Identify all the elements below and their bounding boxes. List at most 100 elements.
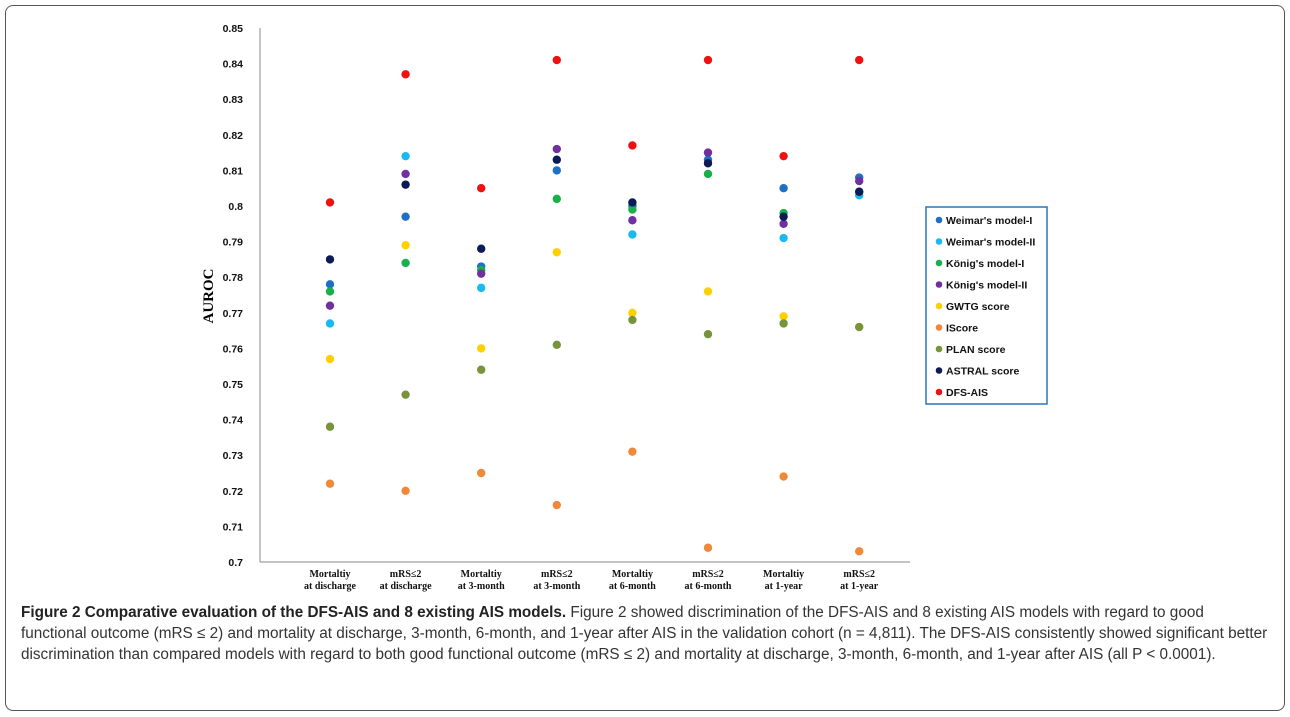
data-point — [628, 198, 637, 207]
legend-label: König's model-II — [946, 280, 1027, 292]
x-category-label: mRS≤2 — [692, 569, 724, 580]
caption-body: Figure 2 showed discrimination of the DF… — [21, 604, 1268, 663]
data-point — [401, 180, 410, 189]
data-point — [855, 187, 864, 196]
data-point — [477, 365, 486, 374]
legend-marker — [935, 388, 943, 396]
y-tick-label: 0.75 — [223, 379, 244, 391]
data-point — [855, 176, 864, 186]
y-tick-label: 0.85 — [223, 23, 244, 35]
data-point — [779, 212, 788, 221]
legend-marker — [935, 259, 943, 267]
data-point — [325, 280, 335, 289]
legend-marker — [935, 238, 943, 245]
y-axis-title: AUROC — [201, 269, 217, 324]
data-point — [401, 258, 410, 268]
data-point — [703, 329, 713, 339]
data-point — [477, 269, 486, 278]
data-point — [552, 55, 561, 65]
x-category-label: mRS≤2 — [843, 569, 875, 580]
data-point — [325, 255, 335, 264]
legend-box — [925, 206, 1048, 405]
legend-marker — [935, 345, 943, 353]
x-category-label: at discharge — [304, 581, 357, 592]
x-category-label: at 3-month — [533, 581, 580, 592]
y-tick-label: 0.73 — [223, 450, 244, 462]
x-category-label: at 6-month — [685, 581, 732, 592]
data-point — [325, 422, 335, 431]
legend-label: Weimar's model-I — [946, 215, 1032, 227]
y-tick-group: 0.7 0.71 0.72 0.73 0.74 0.75 0.76 0.77 0.78 0.79 0… — [223, 23, 244, 569]
data-point — [703, 287, 713, 296]
data-point — [401, 169, 410, 179]
data-point — [477, 344, 486, 353]
data-point — [779, 319, 788, 328]
data-point — [779, 312, 788, 321]
y-tick-label: 0.78 — [223, 272, 244, 284]
figure-caption: Figure 2 Comparative evaluation of the D… — [21, 602, 1271, 665]
y-tick-label: 0.77 — [223, 308, 244, 320]
legend-label: König's model-I — [946, 258, 1024, 270]
x-category-label: at 3-month — [458, 581, 505, 592]
y-tick-label: 0.76 — [223, 343, 244, 355]
y-tick-label: 0.72 — [223, 486, 244, 498]
data-point — [401, 151, 410, 161]
x-category-label: Mortaltiy — [461, 569, 502, 580]
data-point — [325, 354, 335, 364]
data-point — [401, 240, 410, 250]
data-point — [325, 301, 335, 310]
x-category-label: at 1-year — [840, 581, 879, 592]
y-tick-label: 0.74 — [223, 415, 244, 427]
data-point — [401, 212, 410, 221]
data-point — [552, 340, 561, 350]
data-point — [401, 486, 410, 495]
legend-marker — [935, 302, 943, 310]
data-point — [628, 216, 637, 225]
data-point — [855, 322, 864, 332]
legend-label: Weimar's model-II — [946, 237, 1035, 249]
data-point — [628, 205, 637, 214]
data-point — [628, 447, 637, 456]
data-point — [325, 287, 335, 296]
legend-label: PLAN score — [946, 344, 1006, 356]
data-point — [703, 169, 713, 179]
data-point — [779, 219, 788, 228]
legend-label: IScore — [946, 323, 978, 335]
data-point — [552, 248, 561, 257]
figure-frame — [5, 5, 1285, 711]
data-point — [628, 308, 637, 317]
data-point — [779, 184, 788, 193]
data-points — [325, 55, 864, 556]
legend-marker — [935, 216, 943, 224]
data-point — [552, 500, 561, 510]
data-point — [477, 468, 486, 478]
legend-label: ASTRAL score — [946, 366, 1019, 378]
y-tick-label: 0.84 — [223, 59, 244, 71]
data-point — [325, 479, 335, 488]
y-tick-label: 0.81 — [223, 165, 244, 177]
data-point — [477, 184, 486, 193]
x-category-label: Mortaltiy — [763, 569, 804, 580]
data-point — [703, 159, 713, 168]
legend-marker — [935, 324, 943, 331]
legend-label: DFS-AIS — [946, 387, 988, 399]
data-point — [779, 233, 788, 243]
x-category-label: at 6-month — [609, 581, 656, 592]
data-point — [779, 472, 788, 481]
data-point — [779, 151, 788, 161]
legend: Weimar's model-I Weimar's model-II König's… — [925, 206, 1048, 405]
data-point — [628, 141, 637, 150]
data-point — [855, 55, 864, 65]
data-point — [401, 70, 410, 79]
data-point — [703, 55, 713, 65]
legend-marker — [935, 367, 943, 374]
legend-label: GWTG score — [946, 301, 1010, 313]
y-tick-label: 0.8 — [228, 201, 243, 213]
data-point — [628, 230, 637, 239]
data-point — [855, 547, 864, 556]
data-point — [703, 148, 713, 157]
y-tick-label: 0.71 — [223, 521, 244, 533]
caption-title: Figure 2 Comparative evaluation of the D… — [21, 604, 567, 621]
x-category-label: Mortaltiy — [309, 569, 350, 580]
